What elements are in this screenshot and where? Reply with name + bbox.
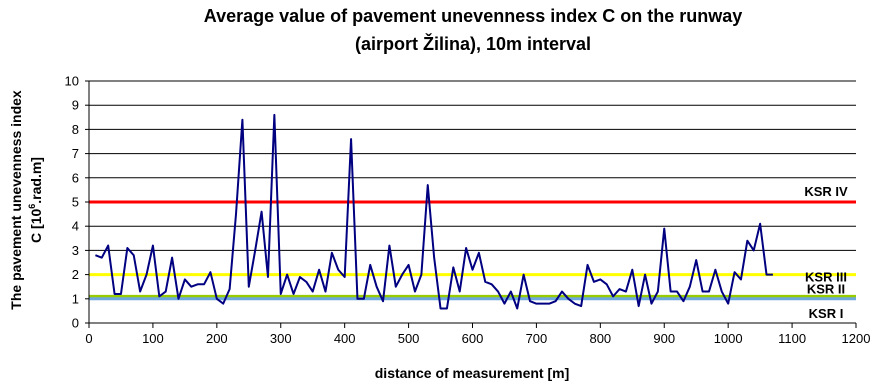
y-axis-unit-pre: C [10 bbox=[28, 209, 44, 243]
y-tick-label: 4 bbox=[72, 219, 79, 234]
series-line-group bbox=[95, 113, 773, 310]
y-tick-label: 2 bbox=[72, 267, 79, 282]
threshold-label: KSR I bbox=[809, 306, 844, 321]
chart-title-line-2: (airport Žilina), 10m interval bbox=[355, 33, 591, 54]
x-tick-label: 600 bbox=[462, 331, 484, 346]
y-tick-label: 8 bbox=[72, 122, 79, 137]
x-tick-label: 500 bbox=[398, 331, 420, 346]
threshold-label: KSR IV bbox=[804, 184, 848, 199]
threshold-label: KSR III bbox=[805, 270, 847, 285]
x-tick-label: 900 bbox=[653, 331, 675, 346]
x-tick-label: 100 bbox=[142, 331, 164, 346]
chart-title-line-1: Average value of pavement unevenness ind… bbox=[204, 6, 743, 26]
x-tick-label: 1100 bbox=[778, 331, 806, 346]
y-tick-label: 6 bbox=[72, 170, 79, 185]
series-line bbox=[95, 113, 773, 310]
x-tick-label: 0 bbox=[85, 331, 92, 346]
y-tick-labels: 0 1 2 3 4 5 6 7 8 9 10 bbox=[65, 74, 79, 331]
gridlines bbox=[89, 80, 856, 300]
y-axis-unit-post: .rad.m] bbox=[28, 157, 44, 204]
y-axis-label-main: The pavement unevenness index bbox=[8, 90, 24, 310]
x-tick-label: 1200 bbox=[842, 331, 871, 346]
x-tick-label: 300 bbox=[270, 331, 292, 346]
y-tick-label: 7 bbox=[72, 146, 79, 161]
y-tick-label: 10 bbox=[65, 74, 79, 89]
x-tick-label: 200 bbox=[206, 331, 228, 346]
x-tick-label: 800 bbox=[589, 331, 611, 346]
y-tick-label: 3 bbox=[72, 243, 79, 258]
y-tick-label: 0 bbox=[72, 316, 79, 331]
y-tick-label: 5 bbox=[72, 195, 79, 210]
threshold-label: KSR II bbox=[807, 281, 845, 296]
x-tick-label: 700 bbox=[526, 331, 548, 346]
x-tick-label: 400 bbox=[334, 331, 356, 346]
x-axis-label: distance of measurement [m] bbox=[375, 365, 570, 381]
y-axis-unit-sup: 6 bbox=[27, 204, 37, 209]
y-axis-label-unit: C [106.rad.m] bbox=[27, 157, 44, 243]
x-tick-labels: 0 100 200 300 400 500 600 700 800 900 1000 1100 1200 bbox=[85, 331, 870, 346]
axes bbox=[85, 80, 857, 328]
y-tick-label: 1 bbox=[72, 291, 79, 306]
y-tick-label: 9 bbox=[72, 98, 79, 113]
x-tick-label: 1000 bbox=[714, 331, 743, 346]
